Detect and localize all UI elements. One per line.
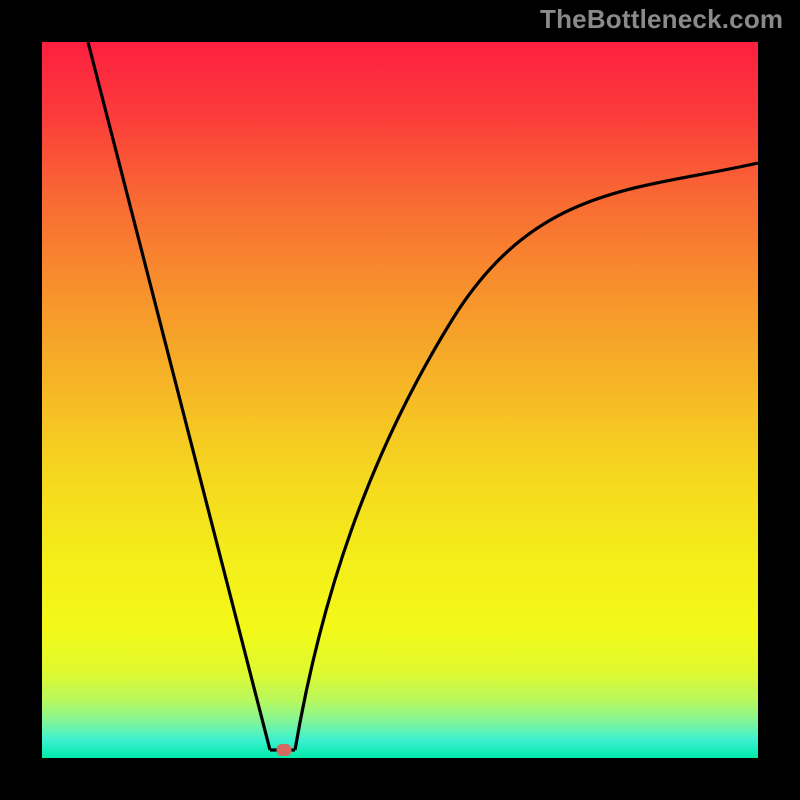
plot-background <box>42 42 758 758</box>
bottleneck-chart <box>0 0 800 800</box>
watermark-text: TheBottleneck.com <box>540 4 783 35</box>
valley-marker <box>277 745 291 756</box>
